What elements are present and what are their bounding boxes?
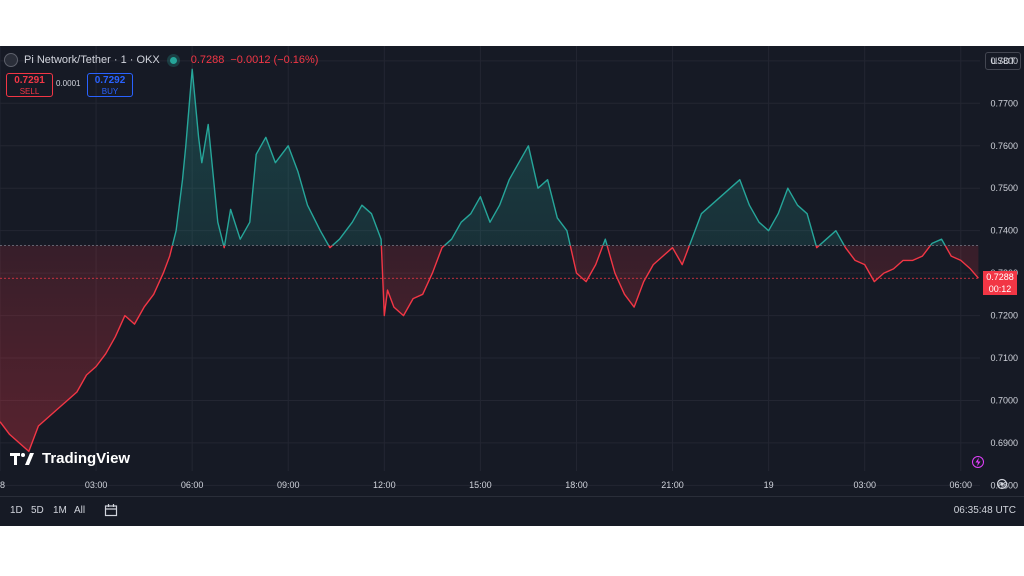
utc-clock[interactable]: 06:35:48 UTC bbox=[953, 505, 1016, 516]
y-tick-label: 0.7700 bbox=[990, 98, 1018, 108]
chart-frame: 0.78000.77000.76000.75000.74000.73000.72… bbox=[0, 46, 1024, 526]
x-tick-label: 06:00 bbox=[950, 480, 973, 490]
price-change: −0.0012 (−0.16%) bbox=[230, 54, 319, 66]
x-tick-label: 12:00 bbox=[373, 480, 396, 490]
price-line-down bbox=[0, 245, 979, 453]
sell-label: SELL bbox=[19, 87, 40, 96]
symbol-title[interactable]: Pi Network/Tether · 1 · OKX bbox=[24, 54, 160, 66]
flash-icon[interactable] bbox=[972, 456, 984, 468]
tradingview-logo[interactable]: TradingView bbox=[10, 450, 130, 467]
x-tick-label: 18 bbox=[0, 480, 5, 490]
x-tick-label: 15:00 bbox=[469, 480, 492, 490]
area-below-baseline bbox=[0, 245, 979, 452]
area-above-baseline bbox=[0, 69, 979, 246]
buy-price: 0.7292 bbox=[94, 75, 126, 86]
x-tick-label: 03:00 bbox=[85, 480, 108, 490]
spread-value: 0.0001 bbox=[56, 79, 81, 88]
y-tick-label: 0.7000 bbox=[990, 395, 1018, 405]
price-line-up bbox=[171, 68, 946, 246]
y-tick-label: 0.7400 bbox=[990, 226, 1018, 236]
x-tick-label: 09:00 bbox=[277, 480, 300, 490]
x-tick-label: 18:00 bbox=[565, 480, 588, 490]
y-tick-label: 0.7200 bbox=[990, 311, 1018, 321]
tradingview-logo-icon bbox=[10, 452, 34, 465]
buy-button[interactable]: 0.7292 BUY bbox=[87, 73, 133, 97]
y-tick-label: 0.7600 bbox=[990, 141, 1018, 151]
y-tick-label: 0.6900 bbox=[990, 438, 1018, 448]
x-tick-label: 06:00 bbox=[181, 480, 204, 490]
last-price: 0.7288 bbox=[190, 54, 225, 66]
range-5d-button[interactable]: 5D bbox=[31, 505, 44, 516]
pi-logo-icon bbox=[4, 53, 18, 67]
y-tick-label: 0.7500 bbox=[990, 183, 1018, 193]
x-tick-label: 19 bbox=[764, 480, 774, 490]
bottom-toolbar: 1D 5D 1M All 06:35:48 UTC bbox=[0, 496, 1024, 526]
last-price-tag: 0.7288 bbox=[983, 271, 1017, 284]
y-tick-label: 0.6800 bbox=[990, 480, 1018, 490]
chart-header: Pi Network/Tether · 1 · OKX 0.7288 −0.00… bbox=[4, 51, 318, 69]
currency-selector[interactable]: USDT bbox=[985, 52, 1021, 70]
range-1d-button[interactable]: 1D bbox=[10, 505, 23, 516]
chart-settings-icon[interactable] bbox=[996, 478, 1008, 490]
sell-button[interactable]: 0.7291 SELL bbox=[6, 73, 53, 97]
market-open-indicator-icon bbox=[169, 56, 177, 64]
calendar-range-icon[interactable] bbox=[104, 503, 118, 517]
x-tick-label: 03:00 bbox=[853, 480, 876, 490]
y-tick-label: 0.7800 bbox=[990, 56, 1018, 66]
y-tick-label: 0.7100 bbox=[990, 353, 1018, 363]
sell-price: 0.7291 bbox=[14, 75, 45, 86]
brand-name: TradingView bbox=[42, 450, 131, 467]
buy-label: BUY bbox=[101, 87, 119, 96]
price-chart[interactable]: 0.78000.77000.76000.75000.74000.73000.72… bbox=[0, 46, 1024, 526]
x-tick-label: 21:00 bbox=[661, 480, 684, 490]
range-all-button[interactable]: All bbox=[74, 505, 86, 516]
range-1m-button[interactable]: 1M bbox=[53, 505, 67, 516]
bar-countdown: 00:12 bbox=[983, 283, 1017, 296]
